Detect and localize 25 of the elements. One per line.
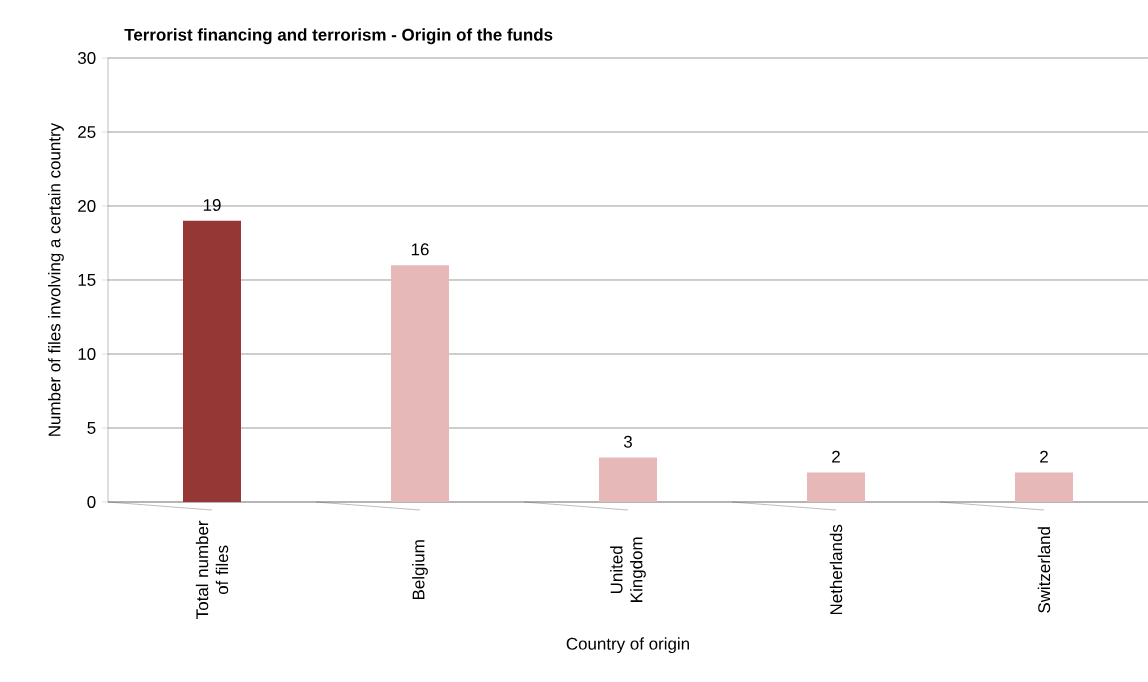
- bar: [183, 220, 241, 502]
- y-tick-label: 25: [78, 126, 96, 138]
- bar: [806, 472, 865, 502]
- y-tick-label: 0: [87, 496, 96, 508]
- x-tick-label: Switzerland: [1037, 527, 1051, 613]
- y-tick-label: 10: [78, 348, 96, 360]
- data-label: 2: [1040, 450, 1048, 463]
- y-tick-label: 30: [77, 52, 96, 64]
- bar: [598, 457, 657, 502]
- data-label: 19: [203, 198, 221, 211]
- y-tick-label: 15: [78, 274, 96, 286]
- y-tick-label: 5: [87, 422, 96, 434]
- data-label: 16: [411, 243, 429, 256]
- chart-title: Terrorist financing and terrorism - Origin of the funds: [124, 28, 553, 45]
- x-axis-title: Country of origin: [566, 637, 689, 654]
- data-label: 3: [623, 435, 632, 448]
- x-tick-label: United Kingdom: [610, 537, 646, 602]
- bar: [390, 265, 449, 502]
- y-axis-title: Number of files involving a certain country: [48, 122, 64, 436]
- data-label: 2: [832, 450, 840, 463]
- bar: [1014, 472, 1073, 502]
- x-tick-label: Netherlands: [829, 524, 843, 615]
- y-tick-label: 20: [78, 200, 96, 212]
- x-tick-label: Belgium: [412, 540, 428, 600]
- x-tick-label: Total number of files: [195, 520, 229, 619]
